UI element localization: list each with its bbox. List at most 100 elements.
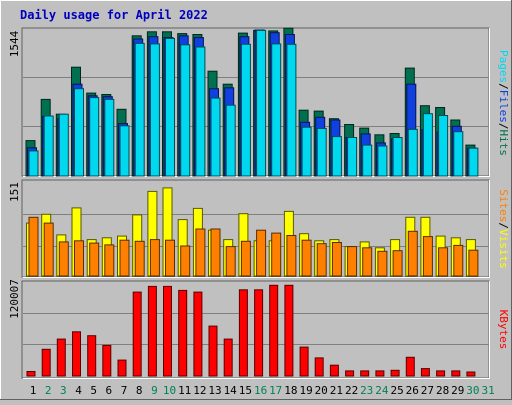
bar-sites-day-16: [256, 229, 267, 277]
bar-sites-day-18: [286, 235, 297, 277]
legend-item-visits: Visits: [497, 229, 510, 269]
x-label-day-5: 5: [90, 384, 97, 397]
bar-sites-day-17: [271, 232, 282, 277]
bar-pages-day-20: [316, 128, 327, 177]
bar-sites-day-2: [43, 222, 54, 277]
bar-pages-day-14: [225, 104, 236, 177]
bar-kbytes-day-2: [41, 348, 51, 377]
y-max-label-visits-sites: 151: [8, 182, 21, 202]
bar-kbytes-day-11: [178, 289, 188, 377]
x-label-day-8: 8: [136, 384, 143, 397]
bar-sites-day-29: [453, 244, 464, 277]
bar-sites-day-7: [119, 239, 130, 277]
x-label-day-1: 1: [30, 384, 37, 397]
bar-kbytes-day-26: [405, 356, 415, 377]
bar-kbytes-day-27: [420, 368, 430, 377]
bar-sites-day-9: [149, 239, 160, 277]
bar-pages-day-12: [195, 46, 206, 177]
bar-sites-day-4: [74, 240, 84, 277]
x-label-day-28: 28: [436, 384, 449, 397]
bar-sites-day-10: [165, 239, 175, 277]
y-max-label-hits-files-pages: 1544: [8, 30, 21, 57]
chart-title: Daily usage for April 2022: [20, 8, 208, 22]
bar-pages-day-29: [453, 131, 464, 177]
bar-kbytes-day-16: [254, 289, 264, 377]
bar-pages-day-6: [104, 98, 115, 177]
bar-kbytes-day-23: [360, 370, 370, 377]
bar-pages-day-30: [468, 147, 479, 177]
bar-kbytes-day-15: [238, 289, 248, 377]
legend-item-kbytes: KBytes: [497, 310, 510, 350]
x-label-day-15: 15: [239, 384, 252, 397]
bar-pages-day-8: [134, 42, 145, 177]
bar-kbytes-day-20: [314, 357, 324, 377]
bar-kbytes-day-3: [56, 338, 66, 377]
bar-pages-day-18: [286, 43, 297, 177]
legend-item-hits: Hits: [497, 130, 510, 157]
bar-pages-day-25: [392, 137, 403, 177]
bar-pages-day-5: [89, 97, 100, 177]
bar-kbytes-day-24: [375, 370, 385, 377]
x-label-day-19: 19: [299, 384, 312, 397]
x-label-day-25: 25: [390, 384, 403, 397]
bar-pages-day-21: [331, 136, 342, 177]
x-label-day-12: 12: [193, 384, 206, 397]
legend-kbytes: KBytes: [497, 310, 510, 350]
x-label-day-16: 16: [254, 384, 267, 397]
bar-pages-day-28: [438, 115, 449, 177]
bar-kbytes-day-14: [223, 338, 233, 377]
bar-sites-day-5: [89, 242, 100, 277]
bar-pages-day-1: [28, 150, 39, 177]
bar-kbytes-day-12: [193, 291, 203, 377]
x-label-day-7: 7: [121, 384, 128, 397]
bar-kbytes-day-5: [87, 335, 97, 377]
bar-pages-day-26: [407, 128, 418, 177]
bar-kbytes-day-13: [208, 325, 218, 377]
bar-kbytes-day-28: [436, 370, 446, 377]
legend-item-pages: Pages: [497, 50, 510, 83]
bar-pages-day-16: [256, 29, 267, 177]
x-axis-day-labels: 1 2 3 4 5 6 7 8 9 10 11 12 13 14 15 16 17 18 19 20 21 22 23 24 2…: [30, 384, 495, 397]
bar-sites-day-11: [180, 245, 191, 277]
bar-sites-day-25: [392, 250, 403, 277]
bar-sites-day-8: [134, 240, 145, 277]
x-label-day-10: 10: [163, 384, 176, 397]
bar-kbytes-day-21: [329, 364, 339, 377]
bar-pages-day-7: [119, 125, 130, 177]
x-label-day-9: 9: [151, 384, 158, 397]
y-max-label-kbytes: 120007: [8, 279, 21, 319]
bar-sites-day-19: [301, 239, 312, 277]
bar-kbytes-day-1: [26, 371, 36, 377]
bar-kbytes-day-4: [72, 331, 81, 377]
x-label-day-31: 31: [481, 384, 494, 397]
x-label-day-20: 20: [315, 384, 328, 397]
bar-sites-day-30: [468, 249, 479, 277]
bar-sites-day-24: [377, 250, 388, 277]
bar-pages-day-23: [362, 144, 373, 177]
x-label-day-22: 22: [345, 384, 358, 397]
x-label-day-6: 6: [105, 384, 112, 397]
x-label-day-24: 24: [375, 384, 389, 397]
bar-kbytes-day-19: [299, 346, 309, 377]
x-label-day-18: 18: [284, 384, 297, 397]
x-label-day-21: 21: [330, 384, 343, 397]
x-label-day-27: 27: [421, 384, 434, 397]
x-label-day-3: 3: [60, 384, 67, 397]
bar-sites-day-22: [347, 246, 358, 277]
bar-kbytes-day-17: [269, 284, 279, 377]
x-label-day-23: 23: [360, 384, 373, 397]
bars-layer: [25, 27, 479, 377]
bar-sites-day-26: [407, 230, 418, 277]
bar-kbytes-day-22: [345, 370, 355, 377]
bar-sites-day-27: [422, 236, 433, 277]
bar-kbytes-day-7: [117, 359, 127, 377]
bar-sites-day-6: [104, 244, 115, 277]
bar-pages-day-2: [43, 115, 54, 177]
bar-kbytes-day-29: [451, 370, 461, 377]
y-axis-max-labels: 1544 151 120007: [8, 30, 21, 318]
bar-kbytes-day-18: [284, 284, 294, 377]
bar-pages-day-9: [149, 43, 160, 177]
bar-pages-day-22: [347, 137, 358, 177]
